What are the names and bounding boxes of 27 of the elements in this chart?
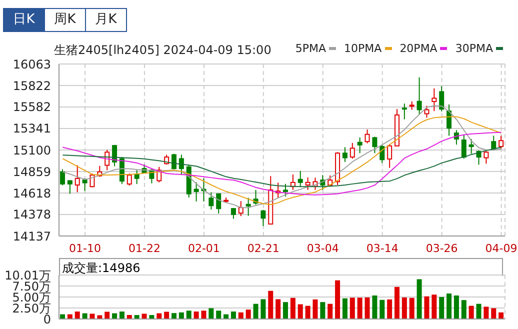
x-tick-label: 03-26 — [426, 242, 458, 255]
x-tick-label: 03-04 — [306, 242, 339, 255]
chart-title: 生猪2405[lh2405] 2024-04-09 15:00 — [54, 42, 272, 59]
x-tick-label: 03-14 — [366, 242, 398, 255]
y-tick-label: 14378 — [12, 208, 51, 222]
text: 日K — [4, 9, 44, 31]
y-tick-label: 14859 — [12, 164, 51, 179]
y-tick-label: 10.01万 — [4, 268, 51, 282]
y-tick-label: 15582 — [12, 100, 51, 114]
legend-label: 5PMA — [295, 42, 328, 55]
y-tick-label: 14137 — [12, 229, 51, 244]
text: 月K — [85, 9, 126, 31]
y-tick-label: 15100 — [12, 143, 51, 158]
text: 周K — [44, 9, 85, 31]
legend-label: 30PMA — [455, 42, 494, 55]
y-tick-label: 15341 — [12, 122, 51, 136]
y-tick-label: 15822 — [12, 78, 51, 93]
x-tick-label: 01-10 — [69, 242, 101, 255]
y-tick-label: 16063 — [12, 57, 51, 72]
x-tick-label: 02-21 — [247, 242, 280, 255]
x-tick-label: 04-09 — [485, 242, 518, 255]
x-tick-label: 01-22 — [128, 242, 160, 255]
x-tick-label: 02-01 — [188, 242, 220, 255]
legend-label: 10PMA — [344, 42, 383, 55]
chart-title: 成交量:14986 — [59, 258, 503, 276]
y-tick-label: 14618 — [12, 186, 51, 200]
legend-label: 20PMA — [400, 42, 438, 55]
